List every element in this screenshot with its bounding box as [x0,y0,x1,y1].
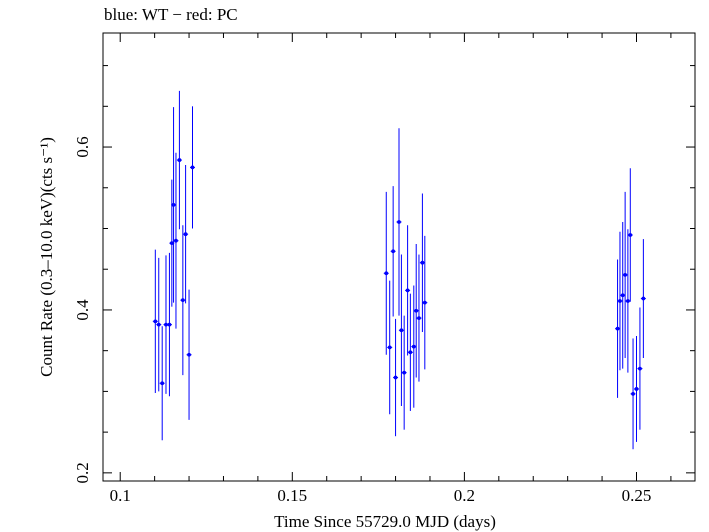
data-point [615,326,620,331]
x-tick-label: 0.15 [277,486,307,505]
data-point [402,370,407,375]
data-point [190,165,195,170]
data-point [420,260,425,265]
data-point [618,299,622,303]
axis-ticks [103,33,695,481]
data-point [417,316,421,320]
data-point [625,299,630,303]
y-tick-label: 0.4 [73,299,92,321]
data-point [408,350,413,355]
data-point [399,328,404,333]
data-point [405,288,410,293]
y-axis-label: Count Rate (0.3–10.0 keV)(cts s⁻¹) [37,137,56,377]
data-point [387,345,392,350]
x-tick-label: 0.1 [110,486,131,505]
data-point [187,352,191,357]
data-point [620,293,625,298]
x-axis-label: Time Since 55729.0 MJD (days) [274,512,496,531]
data-point [422,300,427,305]
data-point [638,366,642,371]
data-point [180,298,185,303]
data-point [384,271,389,276]
data-points [152,90,646,450]
x-tick-label: 0.2 [454,486,475,505]
data-point [169,241,174,246]
data-point [156,322,161,327]
data-point [631,391,635,396]
plot-frame [102,32,696,482]
tick-labels: 0.1 0.15 0.2 0.25 0.2 0.4 0.6 [73,136,651,505]
data-point [167,322,172,327]
data-point [164,322,168,327]
data-point [174,238,178,243]
x-tick-label: 0.25 [622,486,652,505]
data-point [153,319,158,324]
data-point [160,381,165,386]
data-point [393,375,398,380]
data-point [414,308,419,313]
data-point [623,273,628,277]
data-point [177,158,182,162]
y-tick-label: 0.6 [73,136,92,157]
chart-title: blue: WT − red: PC [104,5,238,24]
data-point [634,387,639,391]
data-point [411,344,416,349]
data-point [397,220,401,224]
data-point [628,233,633,237]
data-point [391,249,396,254]
data-point [171,202,176,207]
data-point [641,296,646,301]
y-tick-label: 0.2 [73,462,92,483]
data-point [183,232,188,237]
